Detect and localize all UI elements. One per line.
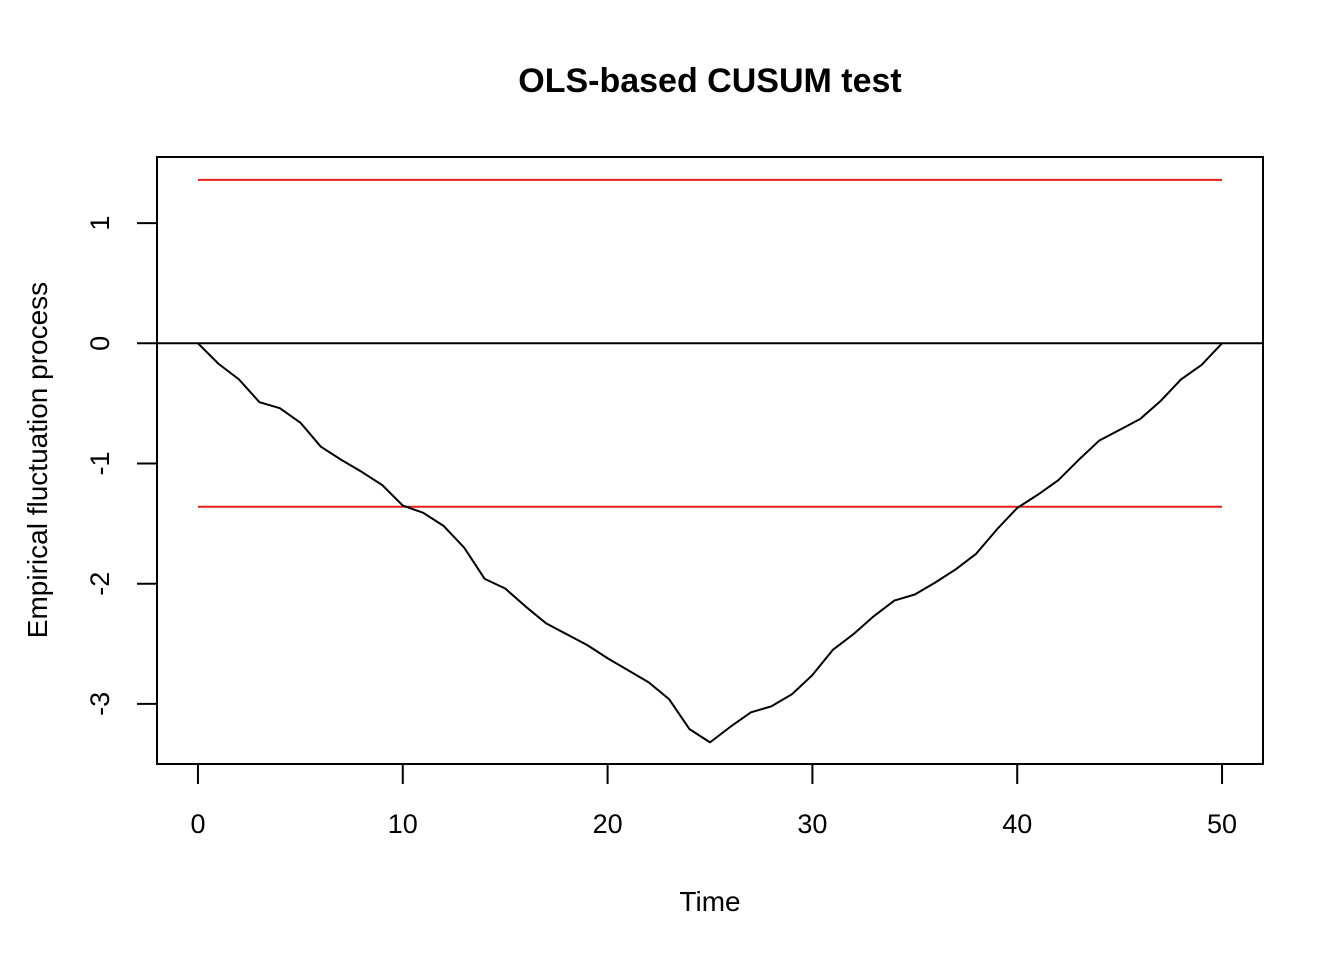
x-tick-label: 10 — [388, 809, 418, 839]
x-tick-label: 30 — [797, 809, 827, 839]
x-tick-label: 0 — [190, 809, 205, 839]
y-tick-label: -2 — [85, 572, 115, 596]
y-tick-label: -3 — [85, 692, 115, 716]
chart-title: OLS-based CUSUM test — [518, 62, 902, 100]
plot-marks — [157, 178, 1263, 744]
x-tick-label: 50 — [1207, 809, 1237, 839]
fluctuation-process-line-0 — [197, 342, 1223, 744]
y-axis-label: Empirical fluctuation process — [22, 282, 53, 638]
y-tick-label: 0 — [85, 336, 115, 351]
x-axis: 0 10 20 30 40 50 — [190, 763, 1237, 839]
y-axis: -3 -2 -1 0 1 — [85, 216, 158, 716]
x-axis-label: Time — [679, 886, 740, 917]
y-tick-label: 1 — [85, 216, 115, 231]
x-tick-label: 20 — [593, 809, 623, 839]
plot-frame — [156, 156, 1264, 765]
y-tick-label: -1 — [85, 451, 115, 475]
x-tick-label: 40 — [1002, 809, 1032, 839]
